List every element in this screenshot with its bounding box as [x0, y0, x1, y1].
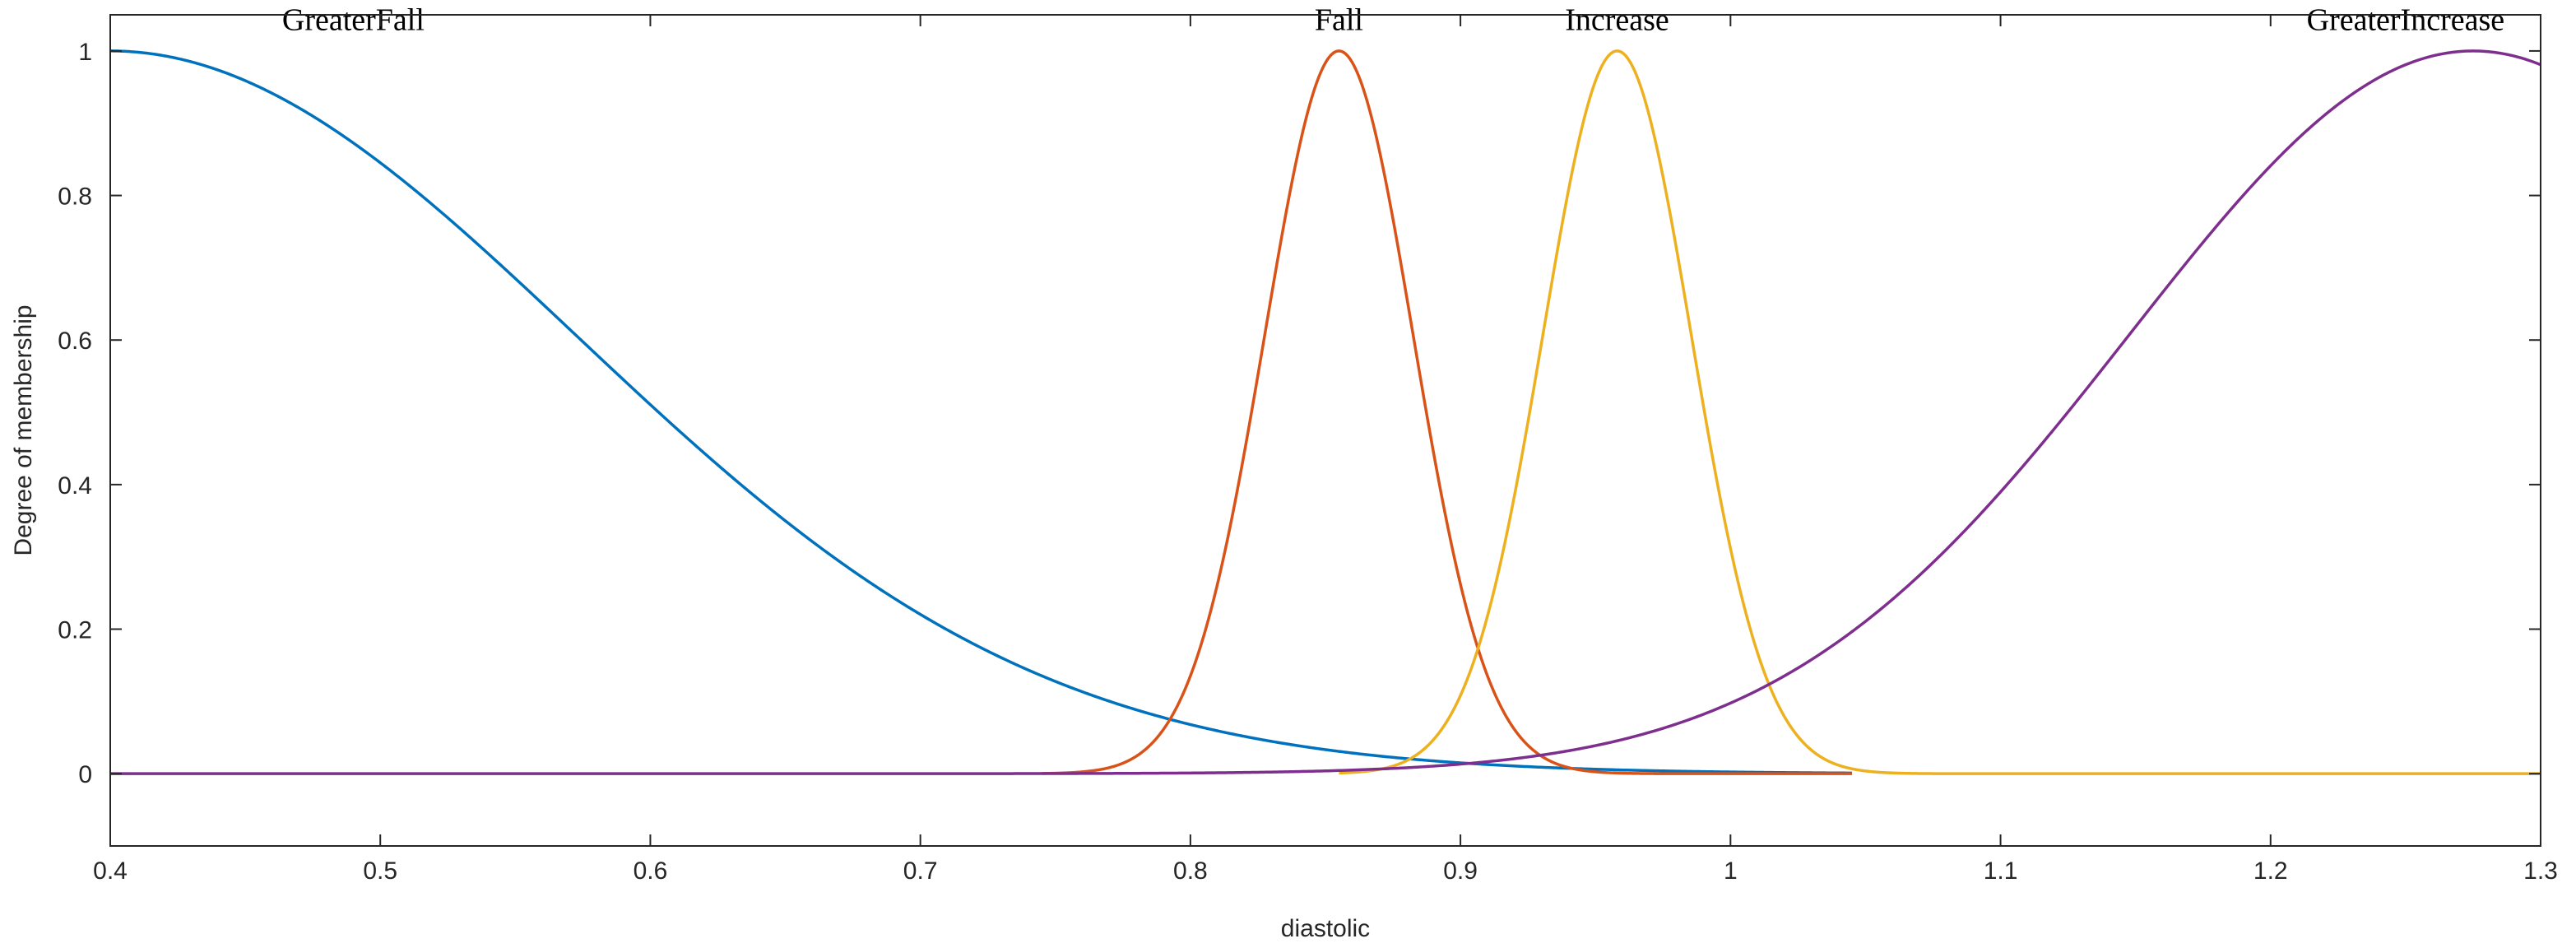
plot-frame [109, 14, 2541, 847]
x-tick-label: 1 [1724, 857, 1738, 885]
series-line-greaterincrease [110, 49, 2541, 775]
y-axis: 0 0.2 0.4 0.6 0.8 1 [58, 39, 2541, 788]
y-tick-label: 0 [78, 761, 92, 788]
series-line-fall [1041, 49, 1853, 775]
x-axis-label: diastolic [1281, 915, 1370, 942]
x-tick-label: 1.3 [2523, 857, 2558, 885]
x-tick-label: 0.5 [363, 857, 397, 885]
curve-label-increase: Increase [1565, 2, 1669, 37]
curve-labels: GreaterFall Fall Increase GreaterIncrease [282, 2, 2504, 37]
plot-background [110, 15, 2541, 846]
series-line-increase [1339, 49, 2541, 775]
x-tick-label: 0.7 [903, 857, 938, 885]
x-axis: 0.4 0.5 0.6 0.7 0.8 0.9 1 1.1 1.2 1.3 [93, 15, 2558, 885]
x-tick-label: 0.8 [1173, 857, 1208, 885]
x-tick-label: 1.1 [1984, 857, 2018, 885]
y-tick-label: 0.4 [58, 472, 92, 500]
y-tick-label: 0.6 [58, 328, 92, 355]
y-axis-label: Degree of membership [10, 304, 37, 555]
x-tick-label: 1.2 [2253, 857, 2288, 885]
x-tick-label: 0.4 [93, 857, 128, 885]
series-line-greaterfall [109, 49, 1853, 775]
y-tick-label: 0.8 [58, 184, 92, 211]
curves-layer [109, 49, 2541, 775]
y-tick-label: 1 [78, 39, 92, 66]
curve-label-greaterfall: GreaterFall [282, 2, 425, 37]
x-tick-label: 0.9 [1443, 857, 1478, 885]
x-tick-label: 0.6 [634, 857, 668, 885]
curve-label-fall: Fall [1315, 2, 1363, 37]
y-tick-label: 0.2 [58, 617, 92, 644]
curve-label-greaterincrease: GreaterIncrease [2307, 2, 2504, 37]
